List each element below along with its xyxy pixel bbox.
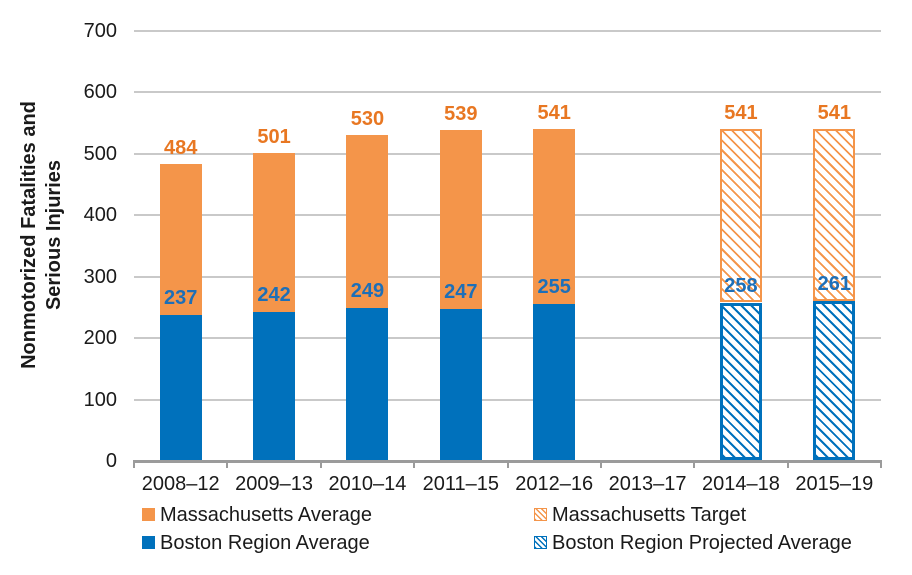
total-value-label: 541 <box>724 101 758 124</box>
x-category-label: 2011–15 <box>422 473 499 495</box>
y-tick-label-0: 0 <box>105 450 117 472</box>
legend-label: Boston Region Average <box>160 532 370 554</box>
x-axis-tick <box>319 460 322 468</box>
legend-item-boston-region-projected-average: Boston Region Projected Average <box>534 532 852 554</box>
legend-label: Massachusetts Average <box>160 504 372 526</box>
boston-projected-bar <box>813 300 856 460</box>
massachusetts-target-bar <box>719 128 762 303</box>
total-value-label: 541 <box>537 101 571 124</box>
y-tick-label-300: 300 <box>83 265 117 288</box>
total-value-label: 501 <box>257 126 291 149</box>
y-tick-label-100: 100 <box>83 388 117 411</box>
boston-value-label: 255 <box>537 276 571 299</box>
massachusetts-average-bar <box>159 163 202 316</box>
legend-label: Boston Region Projected Average <box>552 532 852 554</box>
legend-item-boston-region-average: Boston Region Average <box>142 532 370 554</box>
boston-projected-bar <box>719 302 762 460</box>
x-axis-tick <box>786 460 789 468</box>
massachusetts-target-bar <box>813 128 856 301</box>
total-value-label: 484 <box>164 136 198 159</box>
gridline-400 <box>134 214 881 217</box>
x-category-label: 2010–14 <box>328 473 407 495</box>
legend-swatch-blue-solid <box>142 536 155 549</box>
x-axis-tick <box>599 460 602 468</box>
total-value-label: 530 <box>350 108 385 131</box>
x-category-label: 2009–13 <box>235 473 313 495</box>
gridline-300 <box>134 275 881 278</box>
massachusetts-average-bar <box>253 153 296 313</box>
massachusetts-average-bar <box>533 128 576 305</box>
total-value-label: 539 <box>444 102 478 125</box>
x-category-label: 2013–17 <box>608 473 687 495</box>
total-value-label: 541 <box>817 101 851 124</box>
y-axis-title-line1: Nonmotorized Fatalities and <box>18 101 40 369</box>
boston-value-label: 247 <box>444 281 478 304</box>
legend-swatch-orange-hatched <box>534 508 547 521</box>
legend-swatch-orange-solid <box>142 508 155 521</box>
x-axis-tick <box>133 460 135 468</box>
legend-item-massachusetts-target: Massachusetts Target <box>534 504 746 526</box>
x-axis-tick <box>693 460 696 468</box>
boston-value-label: 249 <box>350 280 385 303</box>
y-tick-label-500: 500 <box>83 142 117 165</box>
x-axis-tick <box>880 460 882 468</box>
legend-item-massachusetts-average: Massachusetts Average <box>142 504 372 526</box>
x-axis-tick <box>506 460 509 468</box>
y-tick-label-200: 200 <box>83 327 117 350</box>
massachusetts-average-bar <box>439 129 482 310</box>
x-axis-tick <box>413 460 416 468</box>
legend-label: Massachusetts Target <box>552 504 747 526</box>
gridline-700 <box>134 30 881 32</box>
gridline-200 <box>134 337 881 340</box>
legend-swatch-blue-hatched <box>534 536 547 549</box>
boston-value-label: 237 <box>164 287 198 310</box>
boston-value-label: 242 <box>257 284 291 307</box>
x-category-label: 2015–19 <box>795 473 874 495</box>
boston-average-bar <box>533 304 576 460</box>
boston-average-bar <box>253 312 296 460</box>
boston-value-label: 258 <box>724 274 758 297</box>
x-category-label: 2008–12 <box>141 473 220 495</box>
gridline-100 <box>134 398 881 401</box>
x-category-label: 2014–18 <box>702 473 780 495</box>
boston-average-bar <box>159 315 202 460</box>
y-tick-label-600: 600 <box>83 81 117 104</box>
boston-value-label: 261 <box>817 272 851 295</box>
y-tick-label-400: 400 <box>83 204 117 227</box>
boston-average-bar <box>439 309 482 460</box>
gridline-600 <box>134 91 881 94</box>
x-axis-tick <box>226 460 229 468</box>
massachusetts-average-bar <box>346 135 389 309</box>
y-tick-label-700: 700 <box>83 20 117 42</box>
boston-average-bar <box>346 308 389 460</box>
gridline-500 <box>134 152 881 155</box>
x-category-label: 2012–16 <box>515 473 594 495</box>
